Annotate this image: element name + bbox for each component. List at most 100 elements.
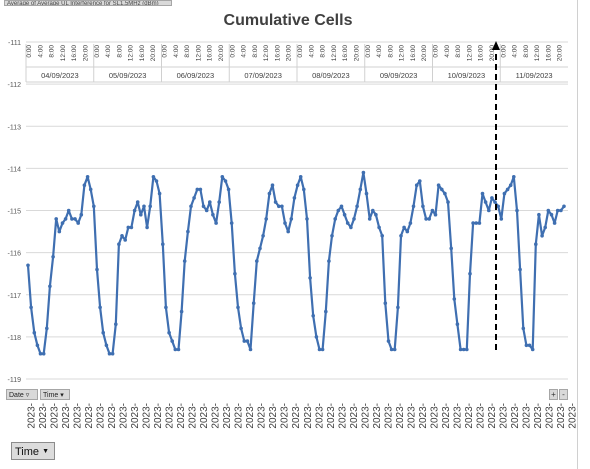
hour-label: 16:00 xyxy=(342,45,349,62)
hour-label: 4:00 xyxy=(37,45,44,58)
hour-label: 16:00 xyxy=(410,45,417,62)
data-point xyxy=(327,259,331,263)
data-point xyxy=(461,347,466,352)
data-point xyxy=(204,208,209,213)
x-tick-label: 2023- xyxy=(510,403,521,429)
data-point xyxy=(374,212,378,217)
hour-label: 20:00 xyxy=(421,45,428,62)
data-point xyxy=(480,191,485,196)
data-point xyxy=(164,305,168,310)
data-point xyxy=(383,301,388,306)
data-point xyxy=(157,191,162,196)
data-point xyxy=(223,179,228,183)
data-point xyxy=(317,347,322,352)
data-point xyxy=(148,204,152,209)
data-point xyxy=(427,217,432,221)
data-point xyxy=(258,246,262,251)
data-point xyxy=(233,271,237,276)
time-field-button[interactable]: Time ▾ xyxy=(40,389,70,400)
data-point xyxy=(236,305,240,310)
x-tick-label: 2023- xyxy=(245,403,256,429)
y-tick-label: -118 xyxy=(8,335,22,342)
data-point xyxy=(179,309,184,314)
data-point xyxy=(487,208,491,213)
data-point xyxy=(101,330,105,335)
data-point xyxy=(254,259,259,263)
x-tick-label: 2023- xyxy=(142,403,153,429)
collapse-button[interactable]: - xyxy=(559,389,568,400)
hour-label: 16:00 xyxy=(545,45,552,62)
data-point xyxy=(342,212,347,217)
expand-button[interactable]: + xyxy=(549,389,558,400)
hour-label: 0:00 xyxy=(162,45,169,58)
data-point xyxy=(201,204,206,209)
data-point xyxy=(458,347,463,352)
hour-label: 12:00 xyxy=(534,45,541,62)
x-tick-label: 2023- xyxy=(360,403,371,429)
data-point xyxy=(41,351,46,356)
x-tick-label: 2023- xyxy=(199,403,210,429)
data-point xyxy=(176,347,181,352)
data-point xyxy=(79,212,84,217)
data-point xyxy=(377,225,381,230)
data-point xyxy=(389,347,394,352)
data-point xyxy=(449,246,454,251)
data-point xyxy=(117,242,121,246)
date-field-button[interactable]: Date ▿ xyxy=(6,389,38,400)
data-point xyxy=(424,217,428,221)
y-axis-ticks: -111 -112 -113 -114 -115 -116 -117 -118 -119 xyxy=(8,40,22,384)
date-label: 09/09/2023 xyxy=(380,71,418,80)
data-point xyxy=(142,204,146,209)
data-point xyxy=(173,347,178,352)
data-point xyxy=(273,200,278,204)
hour-label: 4:00 xyxy=(376,45,383,58)
data-point xyxy=(277,204,281,209)
x-tick-label: 2023- xyxy=(234,403,245,429)
x-tick-label: 2023- xyxy=(406,403,417,429)
data-point xyxy=(126,225,131,230)
data-point xyxy=(452,297,457,301)
x-tick-label: 2023- xyxy=(337,403,348,429)
time-axis-dropdown[interactable]: Time ▼ xyxy=(11,442,55,460)
data-point xyxy=(411,204,416,209)
hour-label: 4:00 xyxy=(105,45,112,58)
arrow-head-icon xyxy=(492,41,500,50)
value-field-button[interactable]: Average of Average UL Interference for S… xyxy=(4,0,172,6)
data-point xyxy=(286,229,291,234)
data-point xyxy=(192,196,196,200)
x-tick-label: 2023- xyxy=(61,403,72,429)
hour-label: 12:00 xyxy=(399,45,406,62)
data-point xyxy=(405,229,410,234)
data-point xyxy=(493,200,497,204)
data-point xyxy=(48,284,52,289)
x-tick-label: 2023- xyxy=(268,403,279,429)
x-tick-label: 2023- xyxy=(314,403,325,429)
data-point xyxy=(261,234,265,238)
x-tick-label: 2023- xyxy=(96,403,107,429)
data-point xyxy=(220,175,225,179)
data-point xyxy=(302,187,306,192)
data-point xyxy=(355,204,359,209)
gridlines xyxy=(26,41,568,380)
data-point xyxy=(95,267,99,272)
data-point xyxy=(483,200,488,204)
hour-label: 16:00 xyxy=(274,45,281,62)
data-point xyxy=(358,187,363,192)
data-point xyxy=(508,183,513,187)
x-tick-label: 2023- xyxy=(452,403,463,429)
y-tick-label: -113 xyxy=(8,124,22,131)
hour-label: 0:00 xyxy=(229,45,236,58)
x-tick-label: 2023- xyxy=(73,403,84,429)
hour-label: 4:00 xyxy=(308,45,315,58)
data-point xyxy=(361,170,366,175)
data-point xyxy=(430,208,435,213)
hour-label: 8:00 xyxy=(116,45,123,58)
data-point xyxy=(468,271,472,276)
x-tick-label: 2023- xyxy=(50,403,61,429)
data-point xyxy=(477,221,482,225)
data-point xyxy=(211,212,215,217)
data-point xyxy=(465,347,469,352)
hour-label: 0:00 xyxy=(433,45,440,58)
x-tick-label: 2023- xyxy=(533,403,544,429)
